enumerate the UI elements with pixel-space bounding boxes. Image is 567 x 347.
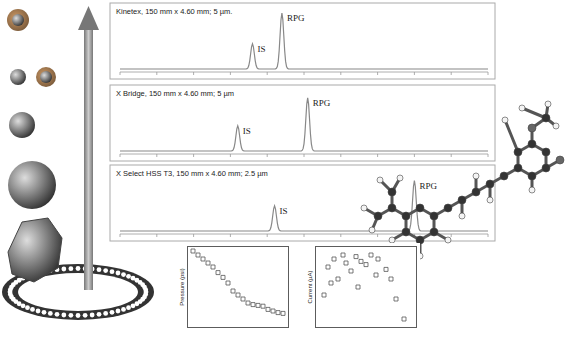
svg-text:RPG: RPG	[287, 13, 305, 23]
svg-text:Kinetex, 150 mm x 4.60 mm; 5 µ: Kinetex, 150 mm x 4.60 mm; 5 µm.	[116, 7, 232, 16]
svg-text:Current (µA): Current (µA)	[307, 270, 313, 303]
svg-text:RPG: RPG	[419, 181, 437, 191]
svg-text:X Select HSS T3, 150 mm x 4.60: X Select HSS T3, 150 mm x 4.60 mm; 2.5 µ…	[116, 169, 268, 178]
svg-text:X Bridge, 150 mm x 4.60 mm; 5: X Bridge, 150 mm x 4.60 mm; 5 µm	[116, 89, 234, 98]
svg-text:IS: IS	[257, 44, 265, 54]
svg-text:IS: IS	[280, 206, 288, 216]
svg-text:RPG: RPG	[313, 98, 331, 108]
svg-text:IS: IS	[243, 126, 251, 136]
svg-text:Pressure (psi): Pressure (psi)	[179, 268, 185, 305]
